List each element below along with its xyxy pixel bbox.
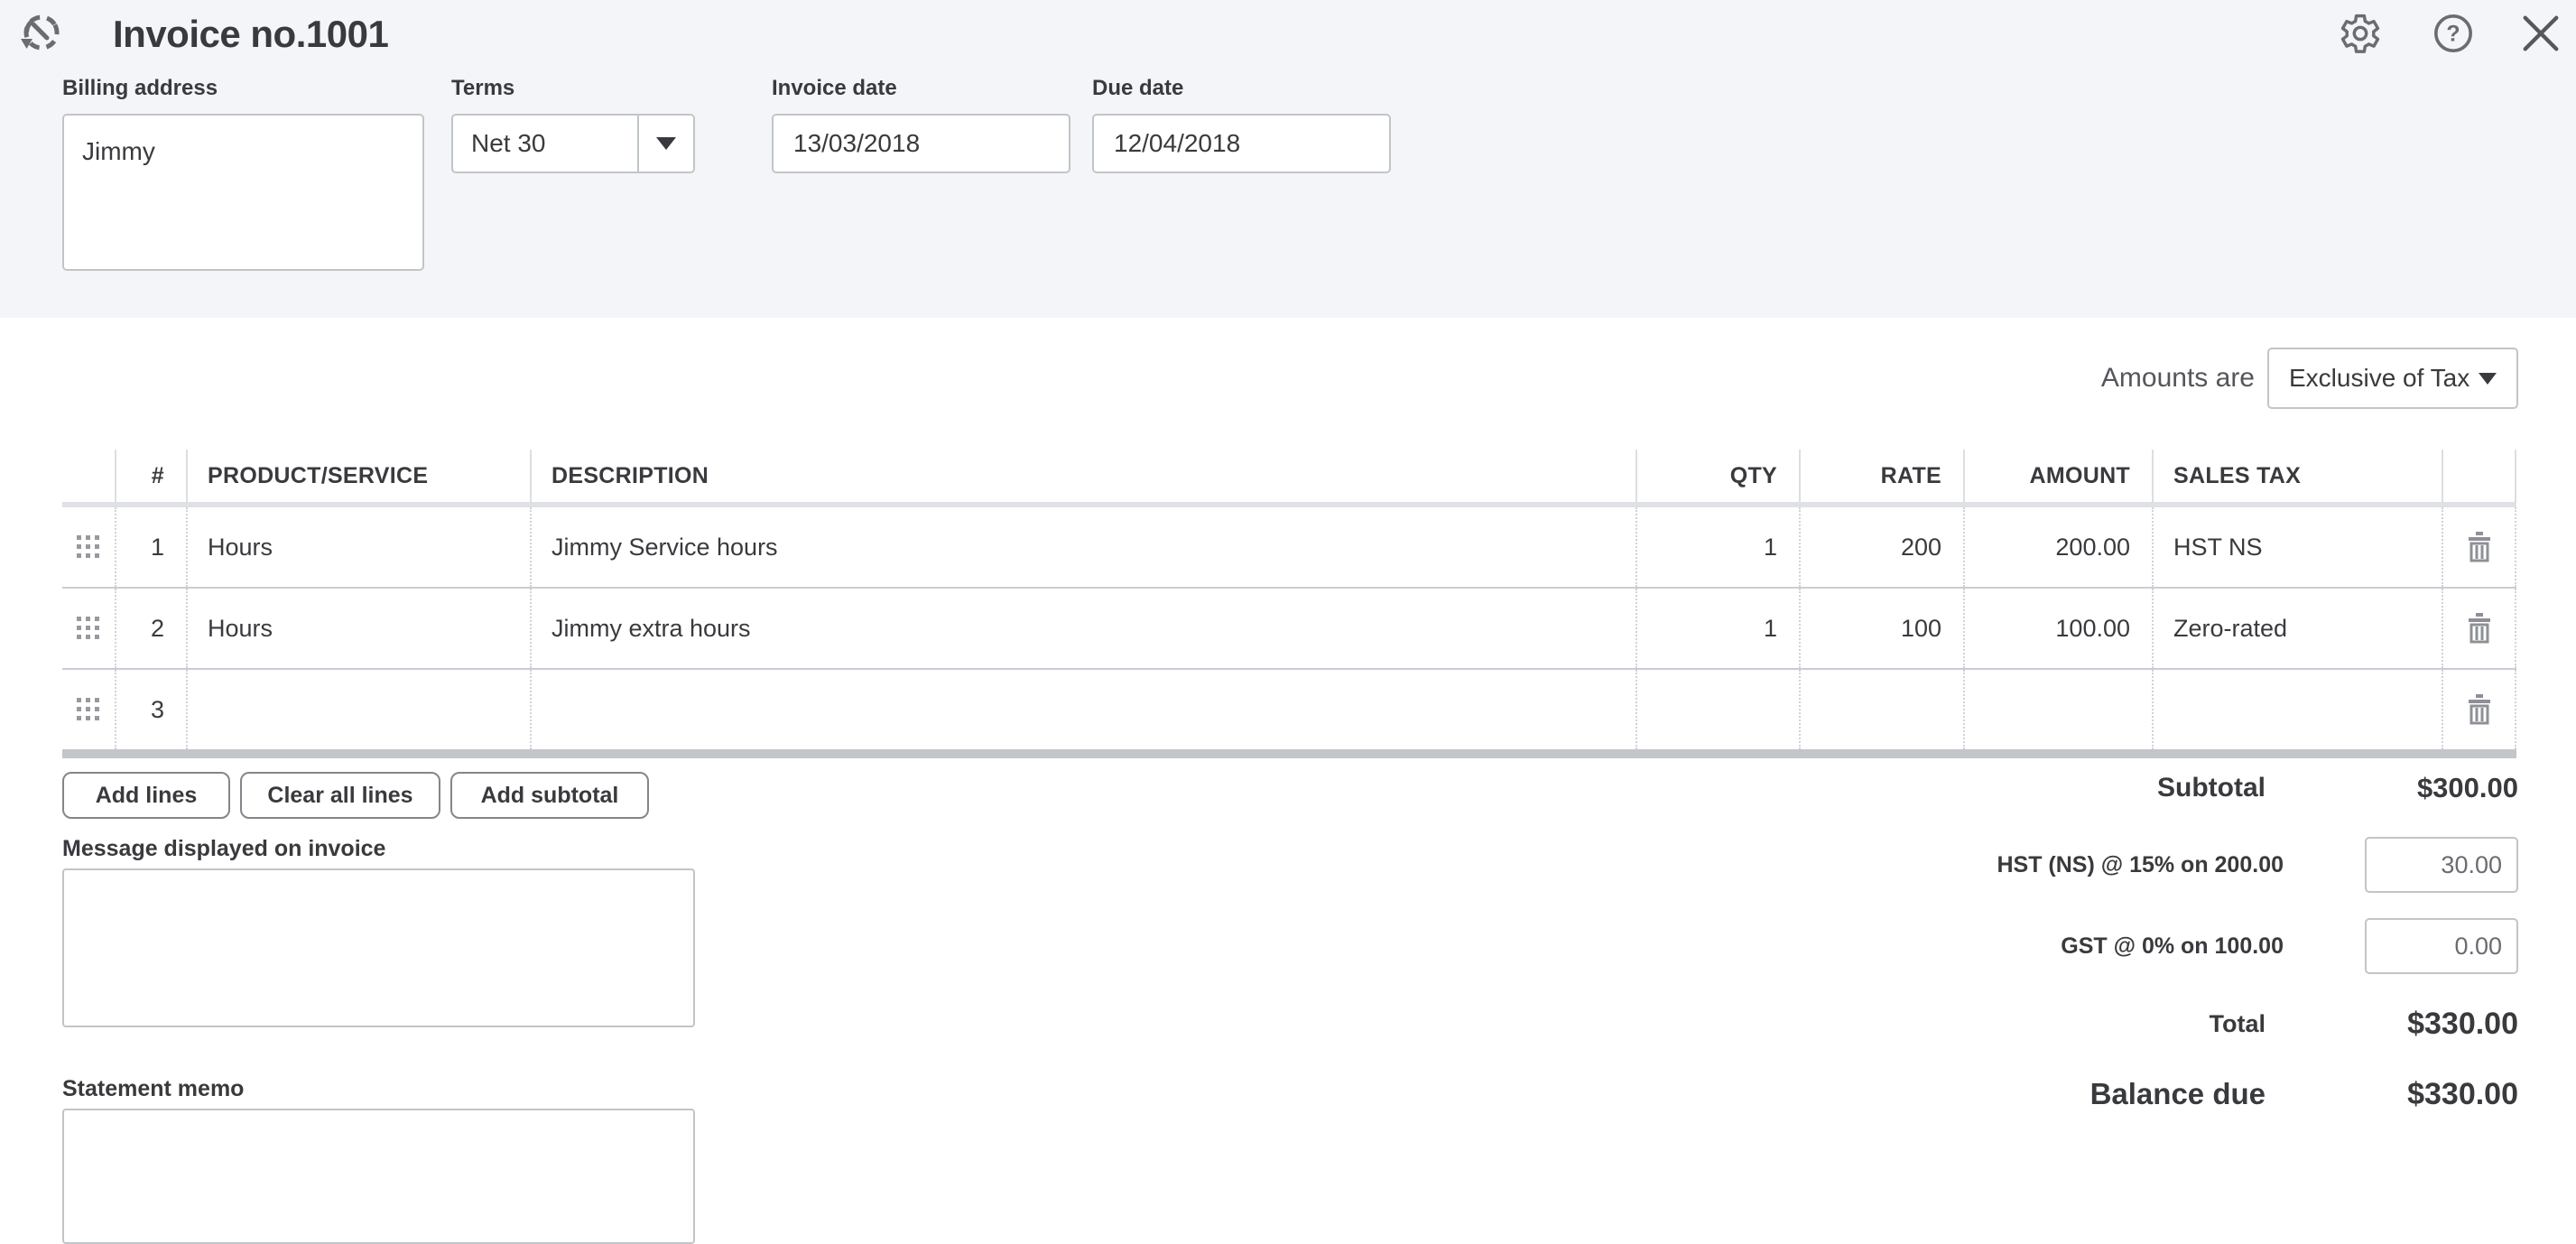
amounts-are-select[interactable]: Exclusive of Tax — [2267, 348, 2518, 409]
table-row: 1 Hours Jimmy Service hours 1 200 200.00… — [62, 507, 2516, 587]
chevron-down-icon — [656, 137, 676, 150]
header-qty: QTY — [1635, 450, 1799, 502]
row-number: 3 — [115, 670, 186, 749]
page-title: Invoice no.1001 — [113, 13, 389, 55]
product-cell[interactable]: Hours — [186, 507, 530, 587]
close-icon[interactable] — [2520, 13, 2562, 54]
qty-cell[interactable]: 1 — [1635, 507, 1799, 587]
statement-memo-input[interactable] — [62, 1109, 695, 1244]
svg-text:?: ? — [2446, 22, 2460, 47]
drag-dots-icon — [77, 535, 99, 558]
header-divider — [62, 502, 2516, 507]
due-date-label: Due date — [1092, 76, 1184, 100]
subtotal-label: Subtotal — [2157, 773, 2266, 803]
amount-cell[interactable]: 100.00 — [1963, 589, 2152, 668]
header-amount: AMOUNT — [1963, 450, 2152, 502]
tax-cell[interactable]: Zero-rated — [2152, 589, 2442, 668]
chevron-down-icon — [2479, 372, 2497, 385]
header-product: PRODUCT/SERVICE — [186, 450, 530, 502]
hst-tax-label: HST (NS) @ 15% on 200.00 — [1997, 851, 2284, 877]
invoice-date-input[interactable] — [772, 114, 1070, 173]
row-divider — [62, 587, 2516, 589]
row-number: 2 — [115, 589, 186, 668]
qty-cell[interactable]: 1 — [1635, 589, 1799, 668]
qty-cell[interactable] — [1635, 670, 1799, 749]
amounts-are-value: Exclusive of Tax — [2289, 364, 2470, 392]
header-trash-cell — [2442, 450, 2516, 502]
total-row: Total $330.00 — [2210, 1002, 2519, 1045]
balance-due-row: Balance due $330.00 — [2090, 1071, 2518, 1118]
description-cell[interactable] — [530, 670, 1635, 749]
billing-address-label: Billing address — [62, 76, 218, 100]
subtotal-row: Subtotal $300.00 — [2157, 767, 2518, 809]
amount-cell[interactable]: 200.00 — [1963, 507, 2152, 587]
message-input[interactable] — [62, 868, 695, 1027]
table-header-row: # PRODUCT/SERVICE DESCRIPTION QTY RATE A… — [62, 450, 2516, 502]
tax-cell[interactable]: HST NS — [2152, 507, 2442, 587]
message-label: Message displayed on invoice — [62, 836, 386, 861]
total-label: Total — [2209, 1009, 2266, 1037]
trash-icon — [2468, 532, 2490, 562]
rate-cell[interactable] — [1799, 670, 1963, 749]
terms-value: Net 30 — [471, 129, 546, 157]
balance-due-label: Balance due — [2090, 1077, 2266, 1110]
add-lines-button[interactable]: Add lines — [62, 772, 230, 819]
delete-row-button[interactable] — [2442, 670, 2516, 749]
header-description: DESCRIPTION — [530, 450, 1635, 502]
table-bottom-divider — [62, 749, 2516, 758]
table-row: 3 — [62, 670, 2516, 749]
header-band: Invoice no.1001 ? Billing address Terms … — [0, 0, 2576, 318]
add-subtotal-button[interactable]: Add subtotal — [450, 772, 649, 819]
description-cell[interactable]: Jimmy Service hours — [530, 507, 1635, 587]
trash-icon — [2468, 613, 2490, 644]
due-date-input[interactable] — [1092, 114, 1391, 173]
help-icon[interactable]: ? — [2432, 13, 2474, 54]
statement-memo-label: Statement memo — [62, 1076, 245, 1101]
trash-icon — [2468, 694, 2490, 725]
product-cell[interactable]: Hours — [186, 589, 530, 668]
line-items-table: # PRODUCT/SERVICE DESCRIPTION QTY RATE A… — [62, 450, 2516, 758]
rate-cell[interactable]: 200 — [1799, 507, 1963, 587]
delete-row-button[interactable] — [2442, 589, 2516, 668]
drag-handle[interactable] — [62, 589, 115, 668]
row-divider — [62, 668, 2516, 670]
rate-cell[interactable]: 100 — [1799, 589, 1963, 668]
drag-dots-icon — [77, 617, 99, 639]
drag-dots-icon — [77, 698, 99, 720]
table-row: 2 Hours Jimmy extra hours 1 100 100.00 Z… — [62, 589, 2516, 668]
amounts-are-label: Amounts are — [2100, 363, 2255, 393]
delete-row-button[interactable] — [2442, 507, 2516, 587]
gst-tax-row: GST @ 0% on 100.00 — [2061, 917, 2518, 975]
balance-due-value: $330.00 — [2407, 1076, 2518, 1111]
gear-icon[interactable] — [2340, 13, 2381, 54]
header-rate: RATE — [1799, 450, 1963, 502]
terms-label: Terms — [451, 76, 515, 100]
gst-tax-label: GST @ 0% on 100.00 — [2061, 933, 2284, 959]
amount-cell[interactable] — [1963, 670, 2152, 749]
amounts-are-row: Amounts are Exclusive of Tax — [2101, 348, 2518, 409]
header-num: # — [115, 450, 186, 502]
drag-handle[interactable] — [62, 670, 115, 749]
header-tax: SALES TAX — [2152, 450, 2442, 502]
subtotal-value: $300.00 — [2416, 772, 2518, 803]
description-cell[interactable]: Jimmy extra hours — [530, 589, 1635, 668]
total-value: $330.00 — [2407, 1006, 2518, 1041]
clear-all-lines-button[interactable]: Clear all lines — [240, 772, 440, 819]
invoice-date-label: Invoice date — [772, 76, 897, 100]
billing-address-input[interactable]: Jimmy — [62, 114, 424, 271]
drag-handle[interactable] — [62, 507, 115, 587]
gst-tax-input[interactable] — [2365, 918, 2518, 974]
row-number: 1 — [115, 507, 186, 587]
hst-tax-row: HST (NS) @ 15% on 200.00 — [1997, 836, 2518, 894]
hst-tax-input[interactable] — [2365, 837, 2518, 893]
tax-cell[interactable] — [2152, 670, 2442, 749]
history-icon[interactable] — [16, 11, 63, 58]
terms-caret-button[interactable] — [637, 116, 693, 172]
product-cell[interactable] — [186, 670, 530, 749]
terms-select[interactable]: Net 30 — [451, 114, 695, 173]
header-handle-cell — [62, 450, 115, 502]
